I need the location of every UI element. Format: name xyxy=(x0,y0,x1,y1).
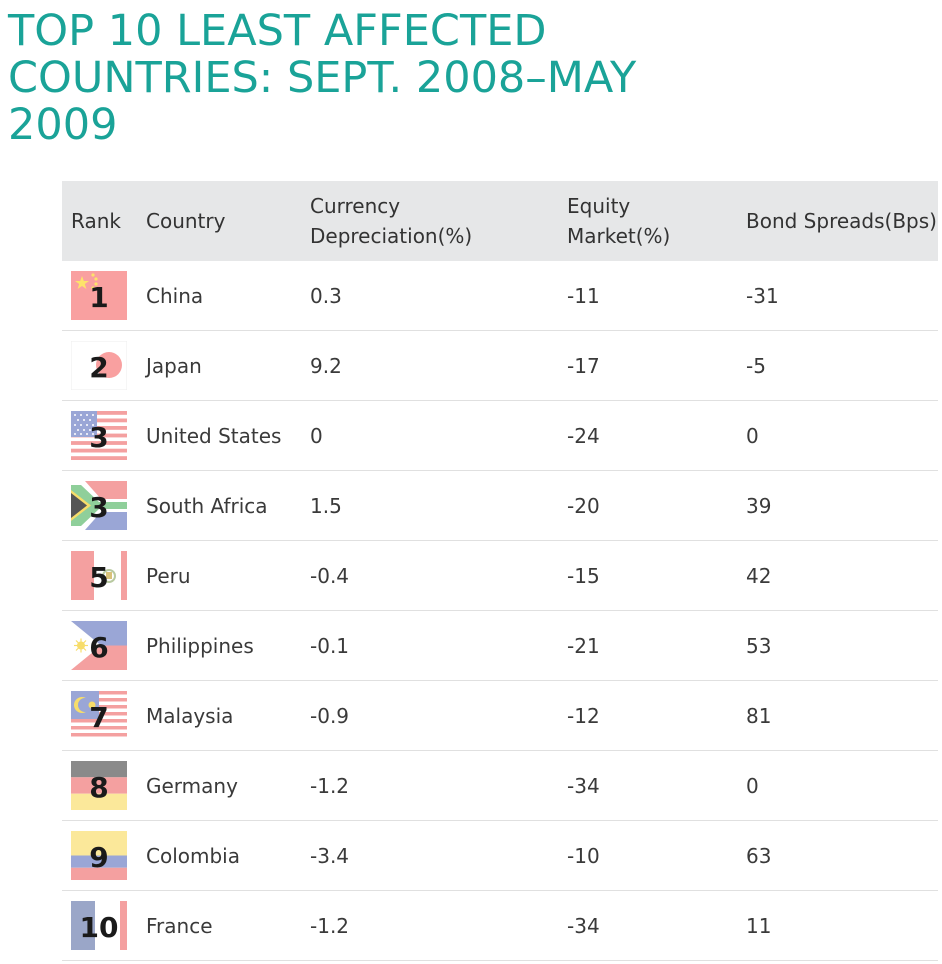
country-name: China xyxy=(146,283,204,308)
header-bond: Bond Spreads(Bps) xyxy=(746,209,937,233)
table-row: 3 South Africa 1.5 -20 39 xyxy=(62,471,938,541)
japan-flag-icon xyxy=(71,341,127,390)
table-row: 2 Japan 9.2 -17 -5 xyxy=(62,331,938,401)
rank-number: 5 xyxy=(89,561,109,594)
country-name: France xyxy=(146,913,213,938)
countries-table: Rank Country Currency Depreciation(%) Equ… xyxy=(62,181,938,961)
header-equity-line2: Market(%) xyxy=(567,224,671,248)
country-name: Colombia xyxy=(146,843,240,868)
rank-number: 10 xyxy=(79,911,119,944)
usa-flag-icon xyxy=(71,411,127,460)
country-name: United States xyxy=(146,423,282,448)
header-currency-line2: Depreciation(%) xyxy=(310,224,473,248)
currency-value: 0.3 xyxy=(310,283,342,308)
rank-number: 8 xyxy=(89,771,109,804)
table-header: Rank Country Currency Depreciation(%) Equ… xyxy=(62,181,938,261)
currency-value: -0.4 xyxy=(310,563,350,588)
currency-value: 0 xyxy=(310,423,323,448)
rank-number: 9 xyxy=(89,841,109,874)
bond-value: 39 xyxy=(746,493,772,518)
country-name: Philippines xyxy=(146,633,254,658)
page-title: TOP 10 LEAST AFFECTED COUNTRIES: SEPT. 2… xyxy=(8,6,637,150)
currency-value: -1.2 xyxy=(310,913,350,938)
country-name: Peru xyxy=(146,563,191,588)
equity-value: -10 xyxy=(567,843,600,868)
equity-value: -34 xyxy=(567,913,600,938)
equity-value: -24 xyxy=(567,423,600,448)
equity-value: -15 xyxy=(567,563,600,588)
header-rank: Rank xyxy=(71,209,121,233)
bond-value: -5 xyxy=(746,353,766,378)
south-africa-flag-icon xyxy=(71,481,127,530)
rank-number: 1 xyxy=(89,281,109,314)
rank-number: 2 xyxy=(89,351,109,384)
bond-value: 53 xyxy=(746,633,772,658)
rank-number: 7 xyxy=(89,701,109,734)
equity-value: -11 xyxy=(567,283,600,308)
bond-value: -31 xyxy=(746,283,779,308)
rank-number: 3 xyxy=(89,491,109,524)
table-row: 9 Colombia -3.4 -10 63 xyxy=(62,821,938,891)
germany-flag-icon xyxy=(71,761,127,810)
currency-value: 9.2 xyxy=(310,353,342,378)
equity-value: -20 xyxy=(567,493,600,518)
currency-value: -0.1 xyxy=(310,633,350,658)
header-currency-line1: Currency xyxy=(310,194,401,218)
bond-value: 81 xyxy=(746,703,772,728)
header-currency: Currency Depreciation(%) xyxy=(310,181,472,261)
france-flag-icon xyxy=(71,901,127,950)
equity-value: -34 xyxy=(567,773,600,798)
table-row: 7 Malaysia -0.9 -12 81 xyxy=(62,681,938,751)
country-name: Malaysia xyxy=(146,703,234,728)
bond-value: 0 xyxy=(746,773,759,798)
colombia-flag-icon xyxy=(71,831,127,880)
bond-value: 42 xyxy=(746,563,772,588)
currency-value: -1.2 xyxy=(310,773,350,798)
bond-value: 0 xyxy=(746,423,759,448)
china-flag-icon xyxy=(71,271,127,320)
currency-value: -0.9 xyxy=(310,703,350,728)
equity-value: -17 xyxy=(567,353,600,378)
header-country: Country xyxy=(146,209,226,233)
country-name: Germany xyxy=(146,773,238,798)
table-row: 5 Peru -0.4 -15 42 xyxy=(62,541,938,611)
country-name: South Africa xyxy=(146,493,268,518)
bond-value: 63 xyxy=(746,843,772,868)
bond-value: 11 xyxy=(746,913,772,938)
peru-flag-icon xyxy=(71,551,127,600)
rank-number: 3 xyxy=(89,421,109,454)
table-row: 8 Germany -1.2 -34 0 xyxy=(62,751,938,821)
malaysia-flag-icon xyxy=(71,691,127,740)
header-equity: Equity Market(%) xyxy=(567,181,670,261)
table-row: 3 United States 0 -24 0 xyxy=(62,401,938,471)
currency-value: -3.4 xyxy=(310,843,350,868)
table-row: 10 France -1.2 -34 11 xyxy=(62,891,938,961)
rank-number: 6 xyxy=(89,631,109,664)
equity-value: -12 xyxy=(567,703,600,728)
philippines-flag-icon xyxy=(71,621,127,670)
currency-value: 1.5 xyxy=(310,493,342,518)
country-name: Japan xyxy=(146,353,202,378)
equity-value: -21 xyxy=(567,633,600,658)
header-equity-line1: Equity xyxy=(567,194,631,218)
table-row: 6 Philippines -0.1 -21 53 xyxy=(62,611,938,681)
table-row: 1 China 0.3 -11 -31 xyxy=(62,261,938,331)
